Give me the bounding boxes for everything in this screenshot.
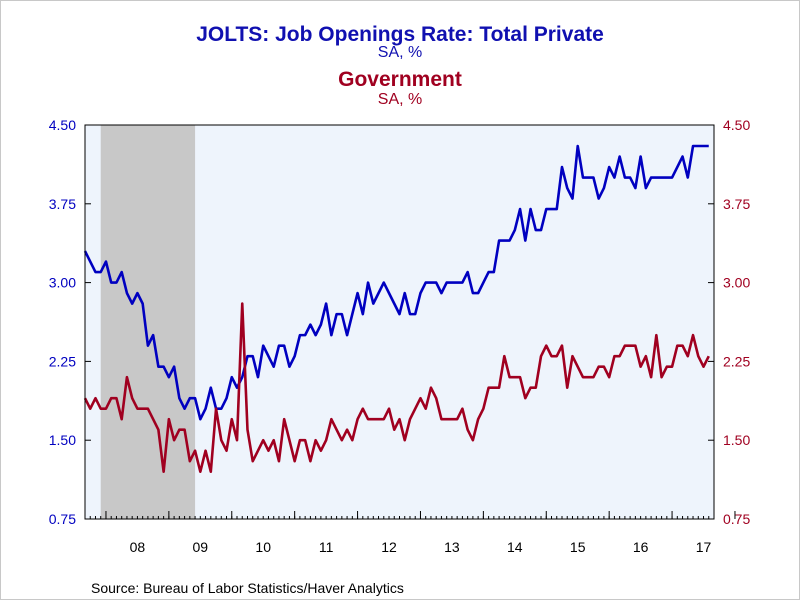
series-line-government	[83, 302, 710, 474]
source-note: Source: Bureau of Labor Statistics/Haver…	[91, 580, 404, 596]
subtitle-units: SA, %	[378, 91, 422, 108]
y-tick-label-left: 1.50	[49, 432, 76, 448]
x-tick-label: 11	[319, 539, 334, 555]
x-tick-label: 10	[255, 539, 271, 555]
y-tick-label-right: 1.50	[723, 432, 750, 448]
y-tick-label-right: 3.00	[723, 275, 750, 291]
chart-title: JOLTS: Job Openings Rate: Total Private	[196, 23, 604, 46]
y-tick-label-right: 3.75	[723, 196, 750, 212]
y-tick-label-left: 4.50	[49, 117, 76, 133]
y-tick-label-left: 3.00	[49, 275, 76, 291]
x-tick-label: 15	[570, 539, 586, 555]
y-tick-label-right: 0.75	[723, 511, 750, 527]
chart-subtitle: Government	[338, 68, 462, 91]
y-tick-label-right: 2.25	[723, 353, 750, 369]
plot-border	[84, 124, 715, 520]
y-tick-label-left: 3.75	[49, 196, 76, 212]
y-tick-label-right: 4.50	[723, 117, 750, 133]
y-tick-label-left: 0.75	[49, 511, 76, 527]
x-tick-label: 08	[130, 539, 146, 555]
y-tick-label-left: 2.25	[49, 353, 76, 369]
x-tick-label: 17	[696, 539, 712, 555]
x-tick-label: 09	[193, 539, 209, 555]
x-tick-label: 12	[381, 539, 397, 555]
x-tick-label: 16	[633, 539, 649, 555]
title-units: SA, %	[378, 44, 422, 61]
x-tick-label: 14	[507, 539, 523, 555]
recession-shade	[100, 125, 196, 519]
x-tick-label: 13	[444, 539, 460, 555]
series-line-total-private	[83, 144, 709, 421]
